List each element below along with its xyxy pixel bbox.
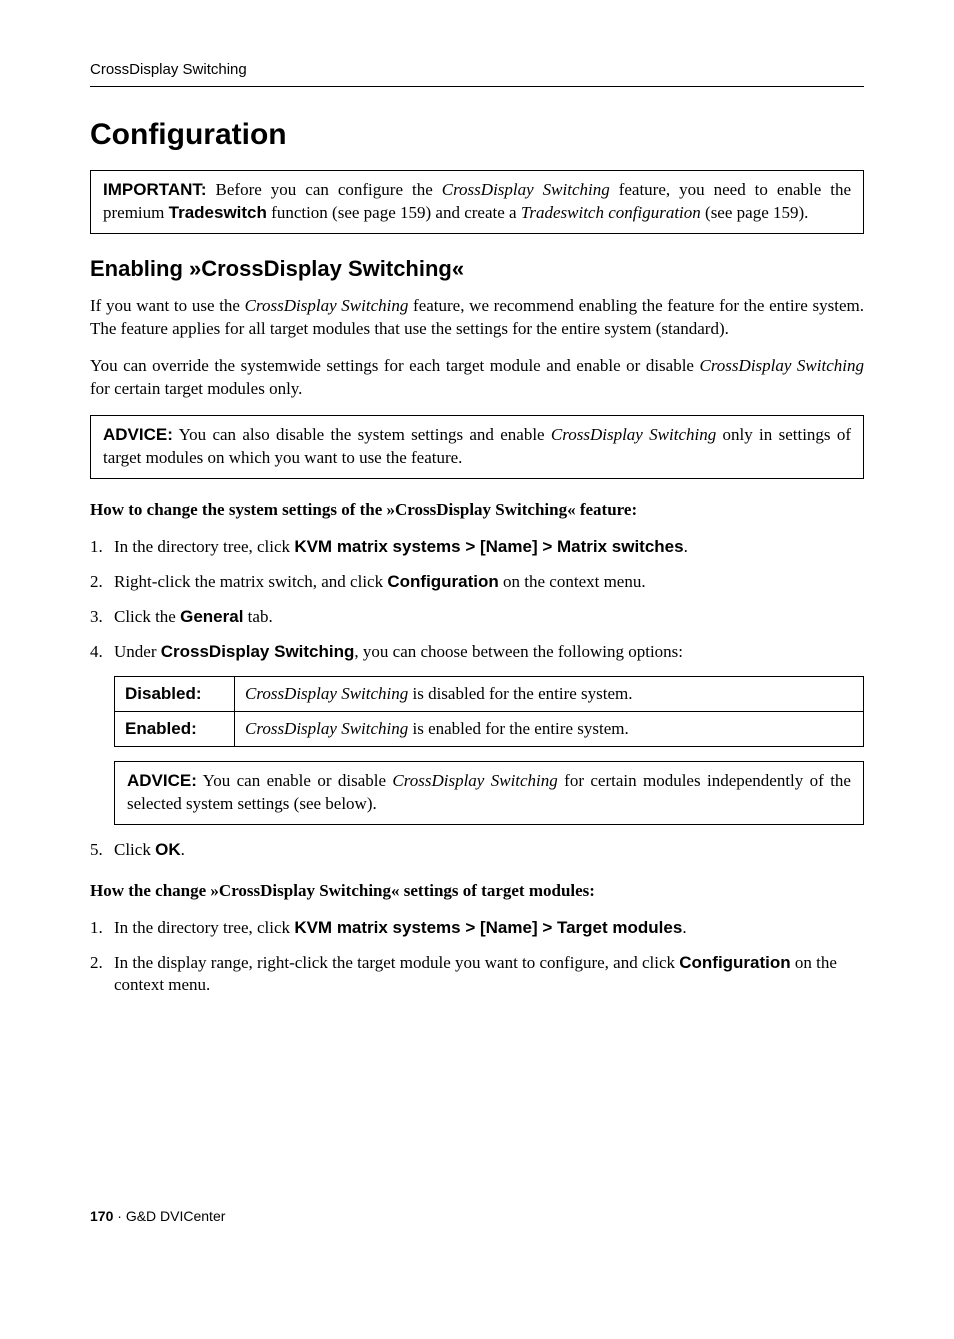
text-italic: Tradeswitch configuration bbox=[521, 203, 701, 222]
text-italic: CrossDisplay Switching bbox=[392, 771, 557, 790]
text: Under bbox=[114, 642, 161, 661]
text: , you can choose between the following o… bbox=[354, 642, 683, 661]
page-footer: 170 · G&D DVICenter bbox=[90, 1207, 864, 1226]
advice-box: ADVICE: You can also disable the system … bbox=[90, 415, 864, 479]
step-item: In the display range, right-click the ta… bbox=[90, 952, 864, 998]
text-italic: CrossDisplay Switching bbox=[245, 684, 408, 703]
text-bold: OK bbox=[155, 840, 181, 859]
text-italic: CrossDisplay Switching bbox=[245, 296, 409, 315]
footer-sep: · bbox=[113, 1208, 125, 1224]
table-row: Enabled: CrossDisplay Switching is enabl… bbox=[115, 711, 864, 746]
step-item: Click the General tab. bbox=[90, 606, 864, 629]
text: . bbox=[684, 537, 688, 556]
howto-heading: How the change »CrossDisplay Switching« … bbox=[90, 880, 864, 903]
options-table: Disabled: CrossDisplay Switching is disa… bbox=[114, 676, 864, 747]
text: tab. bbox=[243, 607, 272, 626]
important-label: IMPORTANT: bbox=[103, 180, 207, 199]
paragraph: You can override the systemwide settings… bbox=[90, 355, 864, 401]
text-bold: KVM matrix systems > [Name] > Matrix swi… bbox=[294, 537, 683, 556]
text: You can override the systemwide settings… bbox=[90, 356, 699, 375]
advice-box: ADVICE: You can enable or disable CrossD… bbox=[114, 761, 864, 825]
text-bold: KVM matrix systems > [Name] > Target mod… bbox=[294, 918, 682, 937]
option-label: Disabled: bbox=[115, 676, 235, 711]
text-bold: CrossDisplay Switching bbox=[161, 642, 355, 661]
text: You can enable or disable bbox=[197, 771, 393, 790]
text: In the display range, right-click the ta… bbox=[114, 953, 679, 972]
paragraph: If you want to use the CrossDisplay Swit… bbox=[90, 295, 864, 341]
important-box: IMPORTANT: Before you can configure the … bbox=[90, 170, 864, 234]
chapter-title: Configuration bbox=[90, 115, 864, 156]
option-desc: CrossDisplay Switching is disabled for t… bbox=[235, 676, 864, 711]
text: If you want to use the bbox=[90, 296, 245, 315]
text-bold: Tradeswitch bbox=[169, 203, 267, 222]
text: Right-click the matrix switch, and click bbox=[114, 572, 387, 591]
text: In the directory tree, click bbox=[114, 918, 294, 937]
text-bold: Configuration bbox=[679, 953, 790, 972]
text: is disabled for the entire system. bbox=[408, 684, 632, 703]
page-number: 170 bbox=[90, 1208, 113, 1224]
text-bold: Configuration bbox=[387, 572, 498, 591]
footer-product: G&D DVICenter bbox=[126, 1208, 226, 1224]
text: . bbox=[181, 840, 185, 859]
text: In the directory tree, click bbox=[114, 537, 294, 556]
text: is enabled for the entire system. bbox=[408, 719, 628, 738]
text: on the context menu. bbox=[499, 572, 646, 591]
steps-list-continued: Click OK. bbox=[90, 839, 864, 862]
step-item: Under CrossDisplay Switching, you can ch… bbox=[90, 641, 864, 664]
steps-list: In the directory tree, click KVM matrix … bbox=[90, 536, 864, 664]
advice-label: ADVICE: bbox=[103, 425, 173, 444]
section-title: Enabling »CrossDisplay Switching« bbox=[90, 254, 864, 284]
step-item: In the directory tree, click KVM matrix … bbox=[90, 536, 864, 559]
text-italic: CrossDisplay Switching bbox=[245, 719, 408, 738]
text: Click bbox=[114, 840, 155, 859]
text-italic: CrossDisplay Switching bbox=[699, 356, 864, 375]
option-desc: CrossDisplay Switching is enabled for th… bbox=[235, 711, 864, 746]
step-item: Right-click the matrix switch, and click… bbox=[90, 571, 864, 594]
text: for certain target modules only. bbox=[90, 379, 302, 398]
text: You can also disable the system settings… bbox=[173, 425, 551, 444]
text-italic: CrossDisplay Switching bbox=[551, 425, 716, 444]
table-row: Disabled: CrossDisplay Switching is disa… bbox=[115, 676, 864, 711]
text-italic: CrossDisplay Switching bbox=[442, 180, 610, 199]
text: Click the bbox=[114, 607, 180, 626]
text: Before you can configure the bbox=[207, 180, 442, 199]
text: . bbox=[682, 918, 686, 937]
steps-list: In the directory tree, click KVM matrix … bbox=[90, 917, 864, 998]
running-header: CrossDisplay Switching bbox=[90, 60, 864, 87]
advice-label: ADVICE: bbox=[127, 771, 197, 790]
step-item: Click OK. bbox=[90, 839, 864, 862]
text: function (see page 159) and create a bbox=[267, 203, 521, 222]
text: (see page 159). bbox=[701, 203, 809, 222]
howto-heading: How to change the system settings of the… bbox=[90, 499, 864, 522]
option-label: Enabled: bbox=[115, 711, 235, 746]
text-bold: General bbox=[180, 607, 243, 626]
step-item: In the directory tree, click KVM matrix … bbox=[90, 917, 864, 940]
